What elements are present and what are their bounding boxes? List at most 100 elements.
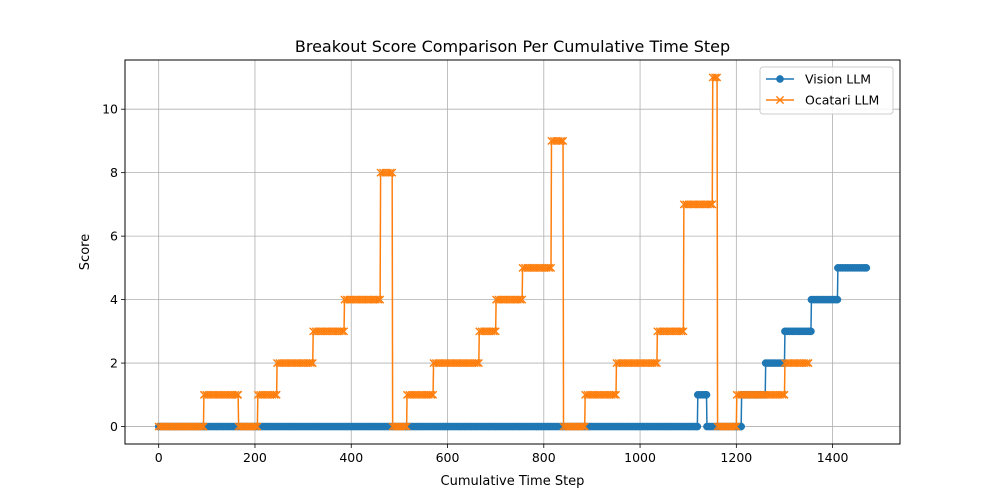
x-marker-stroke bbox=[802, 358, 811, 368]
series-markers bbox=[154, 73, 813, 431]
y-tick-label: 2 bbox=[110, 356, 118, 371]
x-marker-stroke bbox=[491, 327, 500, 336]
legend-marker bbox=[775, 95, 785, 105]
legend-entry: Vision LLM bbox=[766, 72, 871, 87]
chart-title: Breakout Score Comparison Per Cumulative… bbox=[295, 37, 730, 56]
x-marker-stroke bbox=[251, 422, 260, 431]
x-marker-stroke bbox=[306, 358, 315, 368]
data-point bbox=[427, 390, 436, 399]
data-point bbox=[650, 358, 660, 368]
data-point bbox=[706, 200, 715, 209]
x-tick-label: 400 bbox=[339, 450, 363, 465]
data-point bbox=[780, 390, 789, 399]
y-tick-label: 10 bbox=[102, 102, 118, 117]
x-tick-label: 1200 bbox=[720, 450, 752, 465]
x-marker-stroke bbox=[474, 358, 483, 368]
x-marker-stroke bbox=[652, 358, 662, 368]
x-marker-stroke bbox=[732, 422, 741, 431]
x-marker-stroke bbox=[272, 390, 281, 399]
data-point bbox=[712, 73, 722, 82]
x-marker-stroke bbox=[706, 200, 715, 209]
x-marker-stroke bbox=[400, 422, 409, 431]
x-marker-stroke bbox=[386, 168, 395, 177]
data-point bbox=[518, 295, 527, 304]
data-point bbox=[339, 327, 349, 336]
data-point bbox=[386, 168, 395, 177]
x-marker-stroke bbox=[376, 295, 385, 304]
data-point bbox=[306, 358, 315, 368]
data-point bbox=[270, 390, 279, 399]
x-marker-stroke bbox=[730, 422, 739, 431]
y-tick-label: 0 bbox=[110, 419, 118, 434]
x-marker-stroke bbox=[804, 358, 813, 368]
data-point bbox=[611, 390, 621, 399]
x-marker-stroke bbox=[402, 422, 411, 431]
series-layer bbox=[154, 73, 871, 431]
data-point bbox=[693, 422, 702, 431]
data-point bbox=[234, 390, 243, 399]
y-axis-label: Score bbox=[78, 234, 93, 270]
legend-entry: Ocatari LLM bbox=[766, 93, 879, 108]
data-point bbox=[807, 327, 815, 336]
x-marker-stroke bbox=[253, 422, 262, 431]
data-point bbox=[708, 200, 717, 209]
x-marker-stroke bbox=[580, 422, 589, 431]
y-tick-label: 6 bbox=[110, 229, 118, 244]
data-point bbox=[197, 422, 207, 431]
legend-marker bbox=[776, 75, 784, 83]
data-point bbox=[546, 263, 556, 272]
data-point bbox=[272, 390, 281, 399]
x-marker-stroke bbox=[544, 263, 554, 272]
data-point bbox=[804, 358, 813, 368]
data-point bbox=[711, 73, 720, 82]
data-point bbox=[231, 390, 240, 399]
x-marker-stroke bbox=[611, 390, 621, 399]
x-tick-label: 200 bbox=[243, 450, 267, 465]
data-point bbox=[516, 295, 525, 304]
x-tick-label: 0 bbox=[155, 450, 163, 465]
data-point bbox=[732, 422, 741, 431]
y-tick-label: 8 bbox=[110, 165, 118, 180]
data-point bbox=[652, 358, 662, 368]
x-marker-stroke bbox=[197, 422, 207, 431]
x-marker-stroke bbox=[650, 358, 660, 368]
data-point bbox=[778, 390, 787, 399]
x-marker-stroke bbox=[388, 168, 397, 177]
x-marker-stroke bbox=[428, 390, 438, 399]
data-point bbox=[702, 390, 711, 399]
data-point bbox=[400, 422, 409, 431]
series-ocatari-llm bbox=[154, 73, 813, 431]
legend-label: Vision LLM bbox=[805, 72, 871, 87]
data-point bbox=[580, 422, 589, 431]
x-marker-stroke bbox=[199, 422, 208, 431]
x-marker-stroke bbox=[711, 73, 720, 82]
data-point bbox=[730, 422, 739, 431]
x-marker-stroke bbox=[708, 200, 717, 209]
data-point bbox=[609, 390, 619, 399]
x-marker-stroke bbox=[234, 390, 243, 399]
legend: Vision LLM Ocatari LLM bbox=[759, 66, 894, 115]
x-marker-stroke bbox=[518, 295, 527, 304]
x-marker-stroke bbox=[712, 73, 722, 82]
x-marker-stroke bbox=[489, 327, 498, 336]
data-point bbox=[253, 422, 262, 431]
plot-frame bbox=[124, 59, 901, 445]
x-marker-stroke bbox=[780, 390, 789, 399]
data-point bbox=[428, 390, 438, 399]
x-tick-label: 1000 bbox=[624, 450, 656, 465]
data-point bbox=[338, 327, 347, 336]
x-marker-stroke bbox=[578, 422, 587, 431]
data-point bbox=[558, 136, 568, 146]
x-tick-label: 800 bbox=[532, 450, 556, 465]
data-point bbox=[679, 327, 688, 336]
x-marker-stroke bbox=[775, 95, 785, 105]
data-point bbox=[308, 358, 317, 368]
data-point bbox=[544, 263, 554, 272]
x-marker-stroke bbox=[558, 136, 568, 146]
x-tick-label: 1400 bbox=[817, 450, 849, 465]
x-marker-stroke bbox=[778, 390, 787, 399]
data-point bbox=[251, 422, 260, 431]
series-line bbox=[158, 76, 809, 428]
data-point bbox=[557, 136, 566, 146]
ticks: 0 200 400 600 800 1000 1200 1400 0 2 4 6 8 10 bbox=[102, 102, 848, 465]
